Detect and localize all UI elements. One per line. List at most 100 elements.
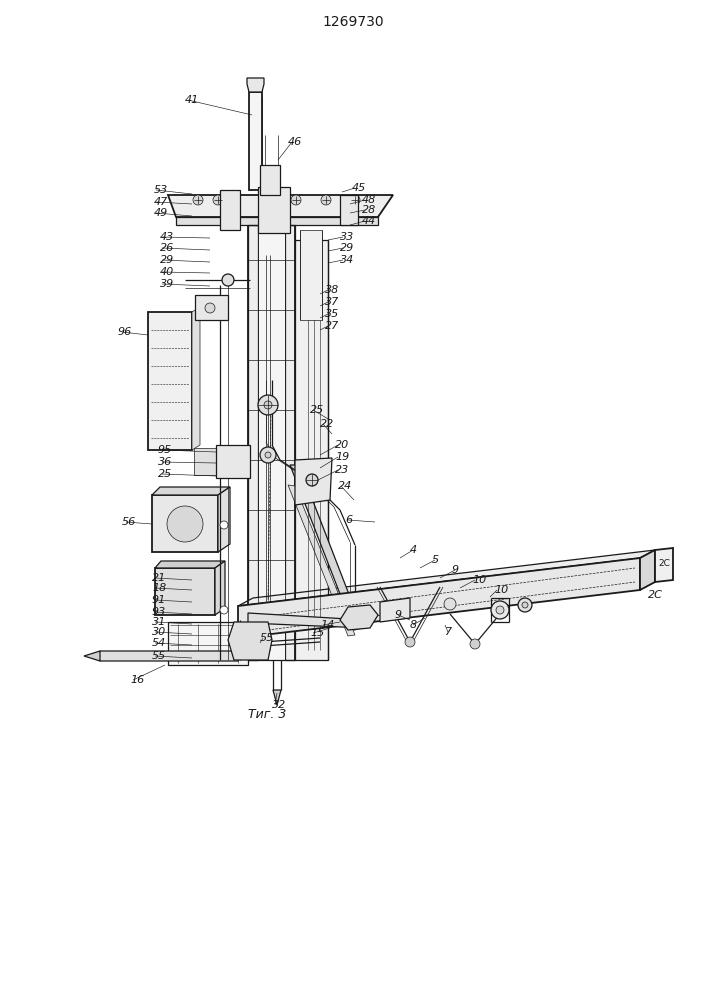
Text: 22: 22: [320, 419, 334, 429]
Text: 9: 9: [452, 565, 459, 575]
Text: 34: 34: [340, 255, 354, 265]
Circle shape: [220, 606, 228, 614]
Text: 56: 56: [122, 517, 136, 527]
Polygon shape: [249, 92, 262, 190]
Text: 31: 31: [152, 617, 166, 627]
Text: 55: 55: [152, 651, 166, 661]
Text: 29: 29: [340, 243, 354, 253]
Text: 28: 28: [362, 205, 376, 215]
Text: 18: 18: [152, 583, 166, 593]
Circle shape: [167, 506, 203, 542]
Text: 93: 93: [152, 607, 166, 617]
Circle shape: [321, 195, 331, 205]
Circle shape: [444, 598, 456, 610]
Text: 27: 27: [325, 321, 339, 331]
Polygon shape: [218, 487, 230, 552]
Text: 53: 53: [154, 185, 168, 195]
Bar: [260, 165, 280, 195]
Circle shape: [491, 601, 509, 619]
Text: 25: 25: [158, 469, 173, 479]
Text: 30: 30: [152, 627, 166, 637]
Polygon shape: [155, 568, 215, 615]
Text: 21: 21: [152, 573, 166, 583]
Circle shape: [193, 195, 203, 205]
Text: 1269730: 1269730: [322, 15, 384, 29]
Circle shape: [496, 606, 504, 614]
Circle shape: [205, 303, 215, 313]
Polygon shape: [168, 195, 393, 217]
Text: 15: 15: [310, 628, 325, 638]
Text: Τиг. 3: Τиг. 3: [248, 708, 286, 722]
Polygon shape: [194, 448, 216, 475]
Polygon shape: [640, 550, 655, 590]
Text: 36: 36: [158, 457, 173, 467]
Text: 37: 37: [325, 297, 339, 307]
Polygon shape: [215, 561, 225, 615]
Polygon shape: [290, 465, 362, 630]
Polygon shape: [288, 485, 355, 636]
Text: 8: 8: [410, 620, 417, 630]
Text: 16: 16: [130, 675, 144, 685]
Text: 35: 35: [325, 309, 339, 319]
Polygon shape: [148, 312, 192, 450]
Polygon shape: [84, 651, 100, 661]
Text: 95: 95: [158, 445, 173, 455]
Text: 43: 43: [160, 232, 174, 242]
Text: 25: 25: [310, 405, 325, 415]
Text: 5: 5: [432, 555, 439, 565]
Polygon shape: [295, 458, 332, 505]
Polygon shape: [176, 217, 378, 225]
Text: 20: 20: [335, 440, 349, 450]
Circle shape: [264, 401, 272, 409]
Polygon shape: [152, 487, 230, 495]
Bar: [220, 190, 240, 230]
Text: 9: 9: [395, 610, 402, 620]
Text: 55: 55: [260, 633, 274, 643]
Polygon shape: [168, 622, 248, 665]
Polygon shape: [152, 495, 218, 552]
Circle shape: [291, 195, 301, 205]
Polygon shape: [273, 690, 281, 705]
Circle shape: [222, 274, 234, 286]
Polygon shape: [285, 225, 295, 660]
Text: 19: 19: [335, 452, 349, 462]
Text: 29: 29: [160, 255, 174, 265]
Text: 10: 10: [472, 575, 486, 585]
Circle shape: [306, 474, 318, 486]
Text: 4: 4: [410, 545, 417, 555]
Polygon shape: [98, 651, 240, 661]
Text: 91: 91: [152, 595, 166, 605]
Bar: [300, 230, 322, 320]
Text: 38: 38: [325, 285, 339, 295]
Circle shape: [258, 395, 278, 415]
Polygon shape: [238, 558, 640, 638]
Text: 54: 54: [152, 638, 166, 648]
Text: 2C: 2C: [658, 560, 670, 568]
Polygon shape: [192, 307, 200, 450]
Polygon shape: [380, 598, 410, 622]
Bar: [258, 187, 290, 233]
Circle shape: [350, 195, 360, 205]
Circle shape: [220, 521, 228, 529]
Text: 46: 46: [288, 137, 303, 147]
Circle shape: [470, 639, 480, 649]
Text: 96: 96: [118, 327, 132, 337]
Circle shape: [213, 195, 223, 205]
Polygon shape: [195, 295, 228, 320]
Text: 6: 6: [345, 515, 352, 525]
Text: 24: 24: [338, 481, 352, 491]
Circle shape: [518, 598, 532, 612]
Text: 7: 7: [445, 627, 452, 637]
Text: 41: 41: [185, 95, 199, 105]
Text: 10: 10: [494, 585, 508, 595]
Text: 32: 32: [272, 700, 286, 710]
Polygon shape: [248, 225, 258, 660]
Circle shape: [522, 602, 528, 608]
Polygon shape: [655, 548, 673, 582]
Circle shape: [265, 452, 271, 458]
Polygon shape: [258, 225, 285, 660]
Text: 40: 40: [160, 267, 174, 277]
Bar: [340, 195, 358, 225]
Text: 23: 23: [335, 465, 349, 475]
Polygon shape: [295, 240, 328, 660]
